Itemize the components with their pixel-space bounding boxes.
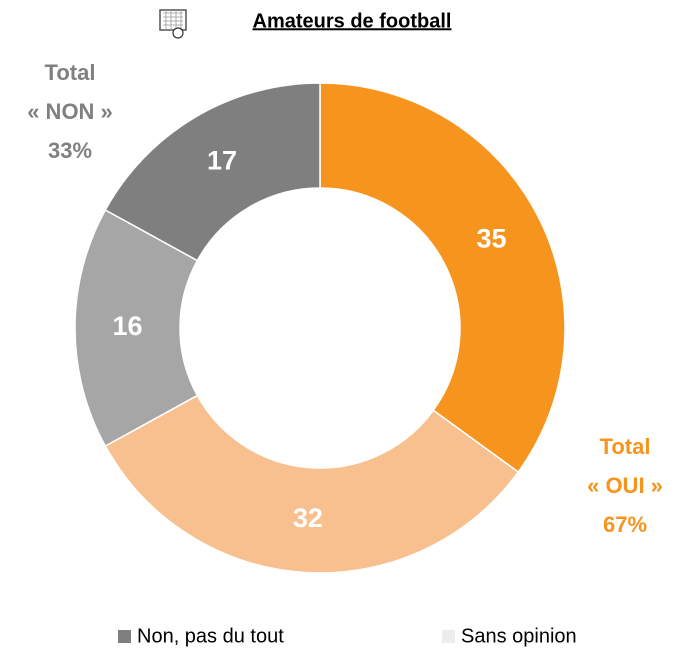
- annotation: Total: [45, 60, 96, 85]
- annotation: Total: [600, 434, 651, 459]
- slice: [104, 82, 321, 262]
- annotation: 67%: [603, 512, 647, 537]
- slice: [104, 394, 520, 574]
- slice-label: 16: [112, 311, 142, 341]
- slice: [319, 82, 566, 474]
- legend-label: Non, pas du tout: [137, 625, 284, 647]
- annotation: « OUI »: [587, 473, 663, 498]
- annotation: « NON »: [27, 99, 113, 124]
- legend-swatch: [442, 630, 455, 643]
- annotation: 33%: [48, 138, 92, 163]
- chart-title: Amateurs de football: [253, 10, 452, 32]
- legend-label: Sans opinion: [461, 625, 577, 647]
- title-icon: [159, 9, 187, 39]
- slice-label: 17: [207, 145, 237, 175]
- slice-label: 32: [293, 503, 323, 533]
- legend-swatch: [118, 630, 131, 643]
- slice-label: 35: [476, 224, 506, 254]
